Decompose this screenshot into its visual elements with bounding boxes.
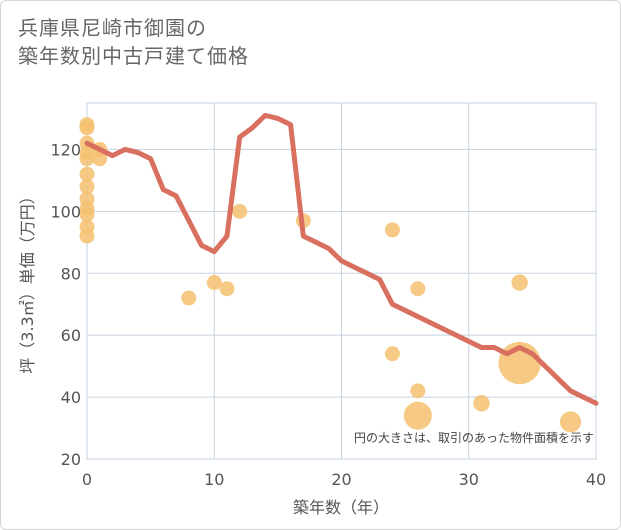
trend-line-group [84,112,599,406]
data-bubble [79,151,95,167]
x-tick-label: 20 [331,470,351,489]
data-bubble [79,179,95,195]
chart-title-line1: 兵庫県尼崎市御園の [18,16,207,40]
trend-line [84,112,599,406]
data-bubble [559,411,582,433]
x-tick-label: 10 [204,470,224,489]
data-bubble [206,275,222,291]
data-bubble [79,206,95,222]
y-axis-label: 坪（3.3㎡）単価（万円） [18,188,37,373]
chart-title-line2: 築年数別中古戸建て価格 [18,44,249,68]
x-tick-label: 40 [586,470,606,489]
x-tick-label: 30 [459,470,479,489]
size-note: 円の大きさは、取引のあった物件面積を示す [354,430,594,445]
x-axis-label: 築年数（年） [293,498,389,517]
data-bubble [410,281,426,297]
y-tick-label: 20 [61,450,81,469]
y-tick-label: 100 [50,202,81,221]
x-tick-label: 0 [82,470,92,489]
y-tick-label: 60 [61,326,81,345]
data-bubble [79,228,95,244]
data-bubble [181,290,197,306]
data-bubble [92,151,108,167]
data-bubble [473,395,490,412]
data-bubble [79,120,95,136]
x-ticks: 0 10 20 30 40 [82,470,606,489]
data-bubble [511,274,528,291]
data-bubble [232,203,248,219]
y-ticks: 20 40 60 80 100 120 [50,140,81,469]
data-bubble [384,222,400,238]
grid [86,103,597,460]
data-bubble [403,401,432,430]
y-tick-label: 80 [61,264,81,283]
data-bubble [219,281,235,297]
y-tick-label: 40 [61,388,81,407]
chart-title: 兵庫県尼崎市御園の 築年数別中古戸建て価格 [18,14,249,70]
data-bubble [79,166,95,182]
data-bubble [410,383,426,399]
data-bubble [384,346,400,362]
y-tick-label: 120 [50,140,81,159]
